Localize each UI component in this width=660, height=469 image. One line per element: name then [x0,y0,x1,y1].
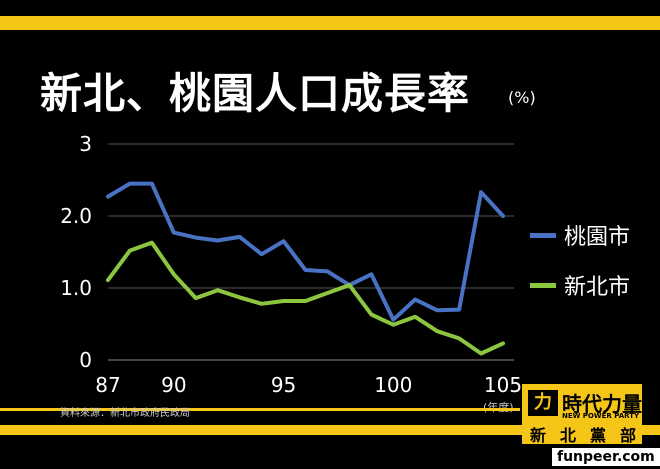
source-note: 資料來源：新北市政府民政局 [60,408,190,419]
logo-branch: 新北黨部 [530,426,651,445]
data-point-1 [304,299,308,303]
data-point-1 [216,288,220,292]
data-point-0 [106,195,110,199]
legend-label-newtaipei: 新北市 [564,275,631,300]
legend-label-taoyuan: 桃園市 [564,225,631,250]
legend-swatch-taoyuan [530,232,556,238]
bottom-accent-line [0,408,520,411]
x-tick-label: 100 [374,373,412,397]
data-point-0 [479,190,483,194]
logo-english: NEW POWER PARTY [562,412,640,420]
data-point-0 [369,272,373,276]
data-point-1 [106,278,110,282]
data-point-0 [304,268,308,272]
data-point-1 [501,341,505,345]
data-point-0 [391,318,395,322]
data-point-1 [238,295,242,299]
data-point-1 [347,283,351,287]
data-point-1 [369,313,373,317]
y-tick-label: 0 [79,348,92,372]
data-point-1 [435,329,439,333]
data-point-1 [150,241,154,245]
chart-title: 新北、桃園人口成長率 [40,69,471,118]
data-point-0 [457,308,461,312]
data-point-1 [479,352,483,356]
legend-swatch-newtaipei [530,282,556,288]
logo-name: 時代力量 [562,392,642,416]
data-point-0 [413,298,417,302]
x-axis-unit: (年度) [483,399,514,415]
data-point-0 [282,239,286,243]
x-tick-label: 105 [484,373,522,397]
data-point-1 [457,336,461,340]
data-point-0 [150,182,154,186]
data-point-0 [128,182,132,186]
y-tick-label: 2.0 [60,204,92,228]
data-point-1 [391,323,395,327]
party-logo: 力 時代力量 NEW POWER PARTY 新北黨部 [522,384,642,445]
x-tick-label: 87 [95,373,120,397]
series-line-1 [106,240,505,356]
data-point-0 [194,236,198,240]
data-point-0 [216,238,220,242]
data-point-1 [282,299,286,303]
watermark: funpeer.com [552,448,660,466]
y-tick-label: 1.0 [60,276,92,300]
data-point-0 [260,252,264,256]
data-point-1 [413,315,417,319]
legend: 桃園市 新北市 [530,220,630,320]
data-point-0 [501,214,505,218]
legend-item-taoyuan: 桃園市 [530,220,630,250]
data-point-1 [128,249,132,253]
y-tick-label: 3 [79,132,92,156]
data-point-0 [172,231,176,235]
data-point-0 [325,269,329,273]
unit-label: (%) [508,88,536,107]
data-point-1 [325,291,329,295]
top-accent-bar [0,16,660,30]
data-point-0 [238,235,242,239]
data-point-0 [435,308,439,312]
x-tick-label: 90 [161,373,186,397]
data-point-1 [172,272,176,276]
data-point-1 [194,296,198,300]
legend-item-newtaipei: 新北市 [530,270,630,300]
bottom-accent-bar [0,425,660,435]
data-point-1 [260,302,264,306]
logo-mark-icon: 力 [528,390,558,416]
x-tick-label: 95 [271,373,296,397]
